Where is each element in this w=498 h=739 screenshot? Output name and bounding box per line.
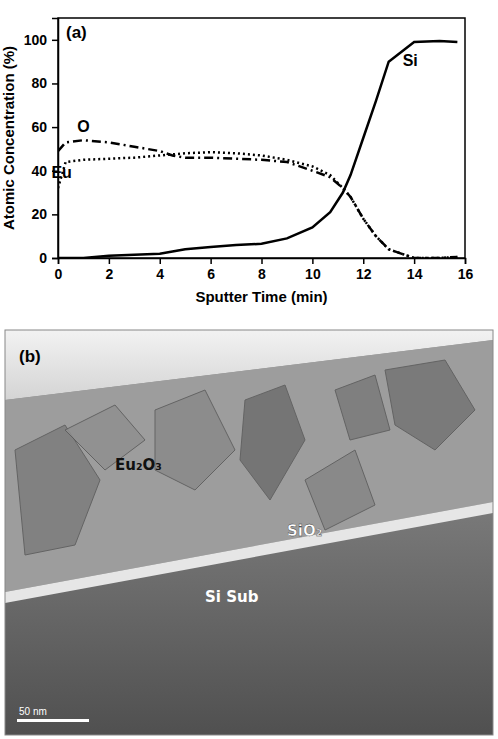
y-tick-label: 20 xyxy=(31,206,47,222)
x-tick-mark xyxy=(109,258,111,264)
x-tick-label: 8 xyxy=(258,266,266,282)
oxide-label: SiO₂ xyxy=(287,522,322,540)
grain xyxy=(335,375,390,440)
page: 0 2 4 6 8 10 12 14 16 0 20 40 60 80 100 Sputter Time (m… xyxy=(0,0,498,739)
y-axis: 0 20 40 60 80 100 xyxy=(24,19,59,266)
x-tick: 8 xyxy=(258,258,266,282)
substrate-label: Si Sub xyxy=(205,588,259,606)
panel-label: (b) xyxy=(19,347,41,366)
x-tick: 14 xyxy=(407,258,423,282)
y-tick-mark xyxy=(52,127,58,129)
y-tick-mark xyxy=(52,83,58,85)
x-tick: 10 xyxy=(305,258,321,282)
substrate xyxy=(5,330,493,735)
micrograph-frame xyxy=(5,330,493,735)
y-tick: 100 xyxy=(24,32,58,48)
micrograph: (b) Eu₂O₃ SiO₂ Si Sub 50 nm xyxy=(5,330,493,735)
x-tick: 4 xyxy=(156,258,164,282)
x-axis-line xyxy=(59,259,466,265)
x-axis: 0 2 4 6 8 10 12 14 16 xyxy=(55,258,474,282)
y-axis-line xyxy=(52,19,59,259)
y-tick-mark xyxy=(52,214,58,216)
series-line xyxy=(58,41,457,258)
lines xyxy=(58,41,457,258)
film-label: Eu₂O₃ xyxy=(115,456,162,474)
chart-a: 0 2 4 6 8 10 12 14 16 0 20 40 60 80 100 Sputter Time (m… xyxy=(0,18,473,305)
x-tick-mark xyxy=(261,258,263,264)
y-tick-label: 80 xyxy=(31,75,47,91)
x-tick-label: 4 xyxy=(156,266,164,282)
y-tick-label: 100 xyxy=(24,32,48,48)
y-tick-label: 0 xyxy=(39,250,47,266)
y-tick: 20 xyxy=(31,206,58,222)
grain xyxy=(385,360,475,450)
x-tick: 12 xyxy=(356,258,372,282)
y-axis-title: Atomic Concentration (%) xyxy=(0,46,17,230)
scale-bar-label: 50 nm xyxy=(19,706,47,717)
micrograph-image xyxy=(5,330,493,735)
x-tick: 2 xyxy=(105,258,113,282)
panel-label: (a) xyxy=(66,23,87,42)
grain xyxy=(305,450,375,530)
x-tick-label: 2 xyxy=(105,266,113,282)
y-tick-label: 60 xyxy=(31,119,47,135)
x-tick: 6 xyxy=(207,258,215,282)
x-tick-mark xyxy=(210,258,212,264)
x-tick-label: 0 xyxy=(55,266,63,282)
x-tick-label: 16 xyxy=(458,266,474,282)
y-tick: 60 xyxy=(31,119,58,135)
x-tick-mark xyxy=(465,258,467,264)
series-line xyxy=(58,140,457,258)
x-tick-label: 10 xyxy=(305,266,321,282)
x-tick-mark xyxy=(363,258,365,264)
y-tick-label: 40 xyxy=(31,163,47,179)
y-tick: 0 xyxy=(39,250,58,266)
y-tick-mark xyxy=(52,40,58,42)
series-label: O xyxy=(77,118,89,135)
x-tick-label: 14 xyxy=(407,266,423,282)
x-tick-mark xyxy=(414,258,416,264)
x-tick-mark xyxy=(160,258,162,264)
grain xyxy=(240,385,305,500)
plot-frame xyxy=(58,18,465,258)
series-line xyxy=(58,152,457,258)
series-label: Si xyxy=(403,52,418,69)
x-axis-title: Sputter Time (min) xyxy=(195,288,327,305)
grain xyxy=(155,390,235,490)
x-tick-label: 12 xyxy=(356,266,372,282)
x-tick: 16 xyxy=(458,258,474,282)
y-tick-mark xyxy=(52,258,58,260)
x-tick-label: 6 xyxy=(207,266,215,282)
x-tick: 0 xyxy=(55,258,63,282)
x-tick-mark xyxy=(312,258,314,264)
y-tick: 80 xyxy=(31,75,58,91)
scale-bar xyxy=(17,719,89,722)
series-label: Eu xyxy=(51,164,71,181)
